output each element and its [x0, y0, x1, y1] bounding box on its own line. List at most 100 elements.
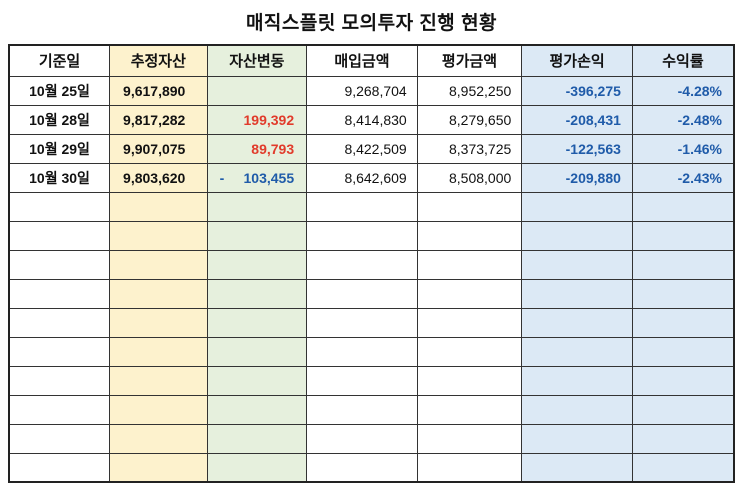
cell-date[interactable]: 10월 30일: [8, 162, 111, 193]
cell-change[interactable]: [206, 423, 308, 454]
cell-change[interactable]: [206, 278, 308, 309]
cell-date[interactable]: [8, 365, 111, 396]
cell-return_rate[interactable]: [631, 336, 735, 367]
cell-assets[interactable]: [109, 220, 208, 251]
cell-date[interactable]: 10월 25일: [8, 75, 111, 106]
cell-date[interactable]: [8, 336, 111, 367]
cell-return_rate[interactable]: [631, 220, 735, 251]
cell-assets[interactable]: [109, 423, 208, 454]
cell-date[interactable]: [8, 191, 111, 222]
cell-valuation[interactable]: [416, 365, 523, 396]
cell-valuation[interactable]: [416, 336, 523, 367]
cell-date[interactable]: [8, 220, 111, 251]
header-change[interactable]: 자산변동: [206, 44, 308, 77]
cell-assets[interactable]: [109, 307, 208, 338]
cell-return_rate[interactable]: [631, 365, 735, 396]
cell-change[interactable]: [206, 394, 308, 425]
cell-purchase[interactable]: [306, 423, 418, 454]
cell-return_rate[interactable]: -1.46%: [631, 133, 735, 164]
cell-purchase[interactable]: [306, 452, 418, 483]
cell-date[interactable]: [8, 278, 111, 309]
cell-profit_loss[interactable]: [521, 307, 633, 338]
cell-valuation[interactable]: [416, 191, 523, 222]
cell-return_rate[interactable]: [631, 423, 735, 454]
cell-profit_loss[interactable]: -209,880: [521, 162, 633, 193]
cell-purchase[interactable]: 8,414,830: [306, 104, 418, 135]
cell-change[interactable]: [206, 249, 308, 280]
cell-valuation[interactable]: [416, 423, 523, 454]
cell-valuation[interactable]: [416, 452, 523, 483]
cell-return_rate[interactable]: [631, 452, 735, 483]
cell-date[interactable]: [8, 307, 111, 338]
cell-valuation[interactable]: [416, 307, 523, 338]
cell-purchase[interactable]: 9,268,704: [306, 75, 418, 106]
cell-assets[interactable]: 9,803,620: [109, 162, 208, 193]
cell-profit_loss[interactable]: [521, 394, 633, 425]
cell-change[interactable]: [206, 75, 308, 106]
cell-change[interactable]: 199,392: [206, 104, 308, 135]
cell-purchase[interactable]: [306, 365, 418, 396]
cell-return_rate[interactable]: -4.28%: [631, 75, 735, 106]
cell-profit_loss[interactable]: [521, 278, 633, 309]
cell-return_rate[interactable]: [631, 191, 735, 222]
header-purchase[interactable]: 매입금액: [306, 44, 418, 77]
cell-purchase[interactable]: 8,422,509: [306, 133, 418, 164]
cell-date[interactable]: [8, 394, 111, 425]
cell-assets[interactable]: [109, 191, 208, 222]
cell-date[interactable]: [8, 423, 111, 454]
header-profit_loss[interactable]: 평가손익: [521, 44, 633, 77]
cell-purchase[interactable]: [306, 336, 418, 367]
cell-assets[interactable]: [109, 278, 208, 309]
header-assets[interactable]: 추정자산: [109, 44, 208, 77]
cell-change[interactable]: [206, 191, 308, 222]
cell-valuation[interactable]: [416, 278, 523, 309]
cell-change[interactable]: 89,793: [206, 133, 308, 164]
cell-return_rate[interactable]: [631, 278, 735, 309]
cell-date[interactable]: [8, 249, 111, 280]
cell-profit_loss[interactable]: [521, 191, 633, 222]
cell-profit_loss[interactable]: -122,563: [521, 133, 633, 164]
cell-purchase[interactable]: [306, 249, 418, 280]
cell-valuation[interactable]: [416, 220, 523, 251]
cell-return_rate[interactable]: [631, 249, 735, 280]
cell-date[interactable]: 10월 29일: [8, 133, 111, 164]
header-return_rate[interactable]: 수익률: [631, 44, 735, 77]
header-valuation[interactable]: 평가금액: [416, 44, 523, 77]
cell-valuation[interactable]: [416, 394, 523, 425]
cell-purchase[interactable]: [306, 220, 418, 251]
cell-change[interactable]: [206, 220, 308, 251]
cell-assets[interactable]: [109, 452, 208, 483]
cell-assets[interactable]: [109, 336, 208, 367]
cell-change[interactable]: [206, 365, 308, 396]
cell-valuation[interactable]: 8,952,250: [416, 75, 523, 106]
cell-profit_loss[interactable]: [521, 423, 633, 454]
cell-profit_loss[interactable]: [521, 220, 633, 251]
cell-profit_loss[interactable]: [521, 336, 633, 367]
cell-profit_loss[interactable]: -208,431: [521, 104, 633, 135]
cell-profit_loss[interactable]: [521, 249, 633, 280]
cell-purchase[interactable]: [306, 307, 418, 338]
cell-profit_loss[interactable]: [521, 365, 633, 396]
cell-valuation[interactable]: 8,373,725: [416, 133, 523, 164]
cell-valuation[interactable]: 8,508,000: [416, 162, 523, 193]
cell-return_rate[interactable]: [631, 394, 735, 425]
cell-purchase[interactable]: 8,642,609: [306, 162, 418, 193]
cell-date[interactable]: 10월 28일: [8, 104, 111, 135]
cell-return_rate[interactable]: [631, 307, 735, 338]
cell-change[interactable]: [206, 307, 308, 338]
cell-profit_loss[interactable]: -396,275: [521, 75, 633, 106]
cell-valuation[interactable]: 8,279,650: [416, 104, 523, 135]
cell-assets[interactable]: [109, 394, 208, 425]
cell-assets[interactable]: 9,817,282: [109, 104, 208, 135]
cell-purchase[interactable]: [306, 191, 418, 222]
cell-assets[interactable]: [109, 249, 208, 280]
cell-assets[interactable]: 9,617,890: [109, 75, 208, 106]
cell-purchase[interactable]: [306, 278, 418, 309]
cell-assets[interactable]: [109, 365, 208, 396]
cell-assets[interactable]: 9,907,075: [109, 133, 208, 164]
cell-purchase[interactable]: [306, 394, 418, 425]
cell-profit_loss[interactable]: [521, 452, 633, 483]
cell-valuation[interactable]: [416, 249, 523, 280]
cell-change[interactable]: - 103,455: [206, 162, 308, 193]
cell-change[interactable]: [206, 452, 308, 483]
